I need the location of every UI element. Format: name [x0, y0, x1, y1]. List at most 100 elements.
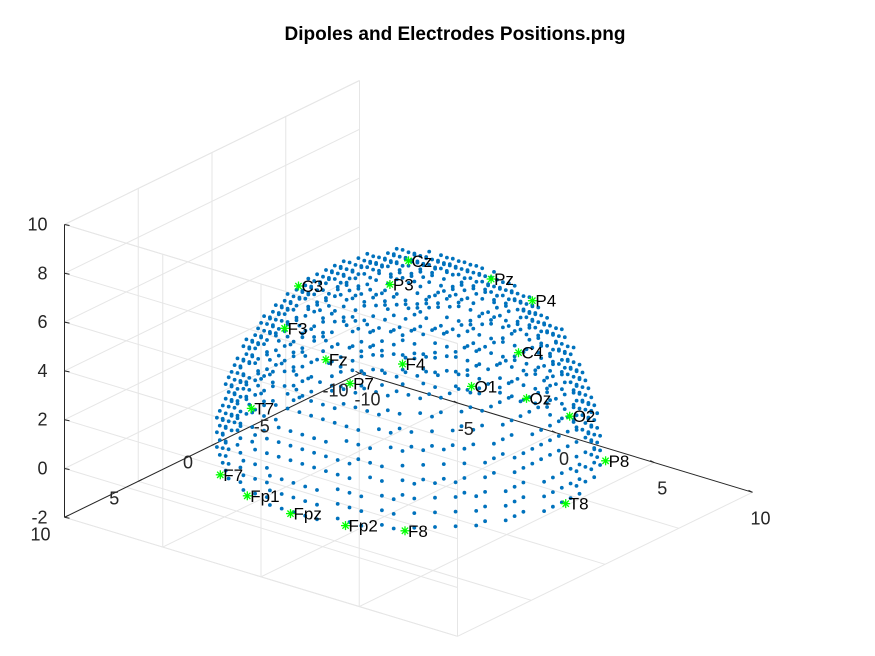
- dipole-point: [229, 384, 234, 389]
- dipole-point: [462, 276, 467, 281]
- dipole-point: [385, 307, 390, 311]
- dipole-point: [291, 481, 296, 485]
- dipole-point: [268, 372, 272, 377]
- electrode-marker: [216, 471, 224, 479]
- dipole-point: [273, 303, 278, 307]
- dipole-point: [333, 294, 337, 299]
- dipole-point: [309, 285, 314, 290]
- dipole-point: [495, 293, 499, 298]
- dipole-point: [321, 288, 325, 292]
- dipole-point: [347, 505, 352, 510]
- dipole-point: [374, 303, 378, 308]
- dipole-point: [477, 273, 482, 277]
- dipole-point: [436, 290, 440, 295]
- dipole-point: [229, 428, 234, 433]
- grid-line-z-backwall: [64, 321, 458, 442]
- dipole-point: [338, 266, 343, 270]
- dipole-point: [433, 481, 437, 485]
- dipole-point: [365, 322, 370, 327]
- dipole-point: [279, 361, 284, 366]
- dipole-point: [430, 270, 434, 275]
- dipole-point: [374, 262, 378, 266]
- dipole-point: [453, 509, 458, 514]
- dipole-point: [386, 251, 390, 256]
- dipole-point: [418, 269, 423, 274]
- dipole-point: [521, 451, 526, 456]
- dipole-point: [465, 329, 470, 334]
- dipole-point: [391, 512, 396, 516]
- dipole-point: [424, 297, 429, 302]
- dipole-point: [332, 319, 337, 324]
- dipole-point: [580, 427, 585, 432]
- electrode-label: P8: [609, 452, 630, 471]
- dipole-point: [562, 351, 567, 355]
- dipole-point: [415, 291, 420, 296]
- dipole-point: [309, 327, 314, 331]
- dipole-point: [551, 333, 555, 337]
- dipole-point: [312, 436, 316, 441]
- dipole-point: [577, 477, 582, 481]
- dipole-point: [533, 401, 538, 406]
- dipole-point: [380, 368, 384, 373]
- dipole-point: [427, 280, 432, 284]
- dipole-point: [288, 443, 293, 448]
- dipole-point: [430, 429, 434, 434]
- dipole-point: [418, 324, 423, 329]
- dipole-point: [518, 399, 523, 404]
- dipole-point: [568, 352, 573, 357]
- dipole-point: [589, 424, 594, 429]
- dipole-point: [592, 432, 597, 437]
- electrode-f4: [398, 359, 407, 369]
- electrode-label: O2: [573, 407, 596, 426]
- dipole-point: [412, 511, 417, 515]
- dipole-point: [433, 355, 437, 360]
- dipole-point: [498, 390, 502, 395]
- electrode-label: C3: [302, 277, 324, 296]
- dipole-point: [412, 481, 417, 486]
- dipole-point: [586, 416, 591, 421]
- dipole-point: [430, 257, 434, 262]
- dipole-point: [380, 348, 384, 353]
- dipole-point: [574, 484, 579, 488]
- dipole-point: [324, 268, 328, 272]
- dipole-point: [329, 383, 334, 388]
- dipole-point: [300, 394, 305, 398]
- dipole-point: [445, 330, 449, 334]
- dipole-point: [294, 373, 299, 377]
- dipole-point: [356, 272, 361, 276]
- dipole-point: [388, 430, 393, 435]
- dipole-point: [486, 283, 490, 288]
- dipole-point: [515, 307, 520, 312]
- dipole-point: [309, 389, 314, 394]
- dipole-point: [462, 288, 467, 293]
- dipole-point: [250, 340, 255, 344]
- dipole-point: [509, 331, 514, 336]
- dipole-point: [397, 411, 402, 416]
- dipole-point: [362, 300, 367, 304]
- dipole-point: [554, 396, 558, 401]
- dipole-point: [548, 413, 552, 417]
- dipole-point: [359, 339, 364, 344]
- dipole-point: [341, 259, 346, 264]
- dipole-point: [315, 502, 319, 507]
- dipole-point: [506, 297, 511, 302]
- dipole-point: [391, 497, 396, 502]
- dipole-point: [268, 473, 272, 478]
- dipole-point: [350, 269, 355, 274]
- dipole-point: [406, 393, 411, 397]
- electrode-t7: [246, 403, 256, 413]
- dipole-point: [589, 452, 594, 457]
- dipole-point: [515, 319, 520, 324]
- dipole-point: [406, 263, 411, 268]
- dipole-point: [586, 386, 591, 391]
- dipole-point: [256, 342, 261, 347]
- dipole-point: [303, 314, 308, 318]
- dipole-point: [400, 478, 405, 483]
- grid-line-y-floor: [138, 480, 532, 601]
- dipole-point: [253, 361, 258, 365]
- dipole-point: [321, 320, 325, 324]
- dipole-point: [489, 351, 493, 355]
- dipole-point: [262, 414, 266, 418]
- dipole-point: [229, 399, 234, 404]
- dipole-point: [359, 354, 364, 359]
